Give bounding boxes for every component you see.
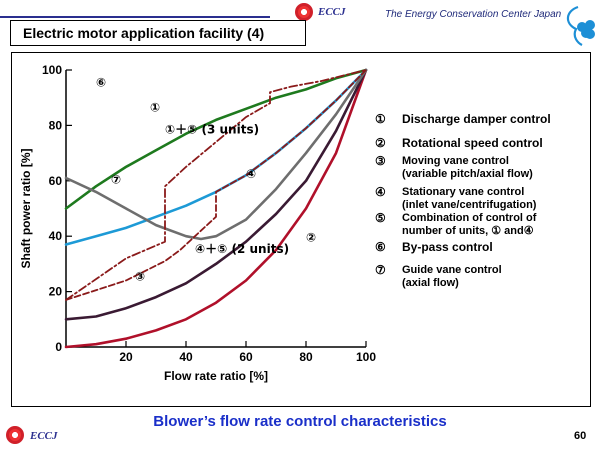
legend-text-line: Discharge damper control [402, 112, 551, 126]
legend-text: Stationary vane control (inlet vane/centr… [402, 186, 536, 212]
x-tick-label: 40 [179, 350, 193, 364]
legend-text-line: number of units, ① and④ [402, 225, 534, 237]
series-line-3 [64, 68, 368, 321]
legend-number: ③ [375, 154, 386, 168]
legend-number: ⑥ [375, 240, 386, 254]
y-tick-label: 100 [42, 63, 62, 77]
page-number: 60 [574, 430, 587, 442]
legend-text: By-pass control [402, 241, 493, 254]
legend-number: ⑦ [375, 263, 386, 277]
x-tick-label: 60 [239, 350, 253, 364]
y-axis-label: Shaft power ratio [%] [19, 148, 33, 268]
header-rule [0, 16, 270, 18]
content-frame [11, 52, 591, 407]
legend-number: ② [375, 136, 386, 150]
slide-title: Electric motor application facility (4) [10, 20, 306, 46]
legend-text-line: By-pass control [402, 240, 493, 254]
legend-number: ⑤ [375, 211, 386, 225]
series-line-2 [64, 68, 368, 349]
clover-logo-icon [566, 5, 595, 46]
y-tick-label: 20 [49, 285, 63, 299]
annotation-label: ① [150, 101, 160, 115]
x-axis-label: Flow rate ratio [%] [164, 369, 268, 383]
eccj-footer-logo-text: ECCJ [30, 430, 58, 442]
x-tick-label: 100 [356, 350, 376, 364]
annotation-label: ④＋⑤ (2 units) [195, 242, 289, 256]
y-tick-label: 40 [49, 229, 63, 243]
organization-name: The Energy Conservation Center Japan [385, 9, 562, 20]
annotation-label: ⑦ [111, 173, 121, 187]
legend-text: Combination of control of number of units… [402, 212, 536, 238]
x-tick-label: 80 [299, 350, 313, 364]
legend-text: Rotational speed control [402, 137, 543, 150]
legend-text-line: (axial flow) [402, 277, 459, 289]
legend-text-line: Guide vane control [402, 264, 502, 276]
series-line-7 [65, 69, 367, 301]
legend-text-line: Rotational speed control [402, 136, 543, 150]
series-line-1 [64, 68, 368, 210]
series-line-5 [64, 68, 368, 241]
legend-number: ① [375, 112, 386, 126]
legend-text: Discharge damper control [402, 113, 551, 126]
eccj-footer-logo-icon [6, 426, 24, 444]
x-tick-label: 20 [119, 350, 133, 364]
chart-caption: Blower’s flow rate control characteristi… [153, 413, 447, 430]
y-tick-label: 0 [55, 340, 62, 354]
annotation-label: ③ [135, 270, 145, 284]
legend-text: Moving vane control (variable pitch/axial… [402, 155, 533, 181]
legend-text-line: Stationary vane control [402, 186, 525, 198]
legend-number: ④ [375, 185, 386, 199]
series-line-6 [65, 69, 367, 301]
legend-text-line: Combination of control of [402, 212, 537, 224]
annotation-label: ①＋⑤ (3 units) [165, 123, 259, 137]
annotation-label: ② [306, 231, 316, 245]
eccj-logo-text: ECCJ [318, 6, 346, 18]
y-tick-label: 60 [49, 174, 63, 188]
legend-text: Guide vane control (axial flow) [402, 264, 502, 290]
legend-text-line: Moving vane control [402, 155, 509, 167]
slide-header: ECCJ The Energy Conservation Center Japa… [0, 0, 600, 48]
annotation-label: ⑥ [96, 76, 106, 90]
annotation-label: ④ [246, 167, 256, 181]
legend-text-line: (variable pitch/axial flow) [402, 168, 533, 180]
y-tick-label: 80 [49, 118, 63, 132]
legend-text-line: (inlet vane/centrifugation) [402, 199, 537, 211]
eccj-logo-icon [295, 3, 313, 21]
